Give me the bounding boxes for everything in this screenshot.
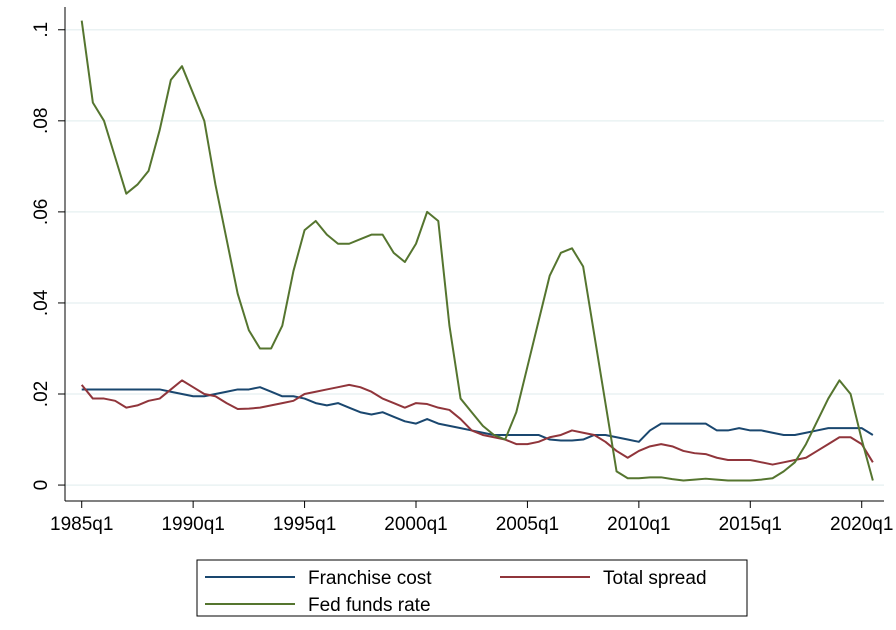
x-tick-label: 2010q1 [607,514,670,535]
series-line [81,386,874,443]
x-tick-label: 2015q1 [719,514,782,535]
y-tick-label: .04 [31,289,52,316]
legend-label: Franchise cost [308,568,432,589]
legend-label: Fed funds rate [308,595,431,616]
y-tick-label: .1 [31,22,52,38]
series-line [80,20,874,482]
x-tick-label: 2000q1 [384,514,447,535]
x-tick-label: 1995q1 [273,514,336,535]
x-tick-label: 2020q1 [830,514,893,535]
x-tick-label: 1985q1 [50,514,113,535]
y-tick-label: 0 [31,480,52,491]
legend-label: Total spread [603,568,707,589]
series-line [80,379,874,466]
y-tick-label: .02 [31,381,52,407]
x-tick-label: 2005q1 [496,514,559,535]
y-tick-label: .06 [31,199,52,225]
x-tick-label: 1990q1 [161,514,224,535]
legend-box [196,559,748,617]
y-tick-label: .08 [31,108,52,134]
